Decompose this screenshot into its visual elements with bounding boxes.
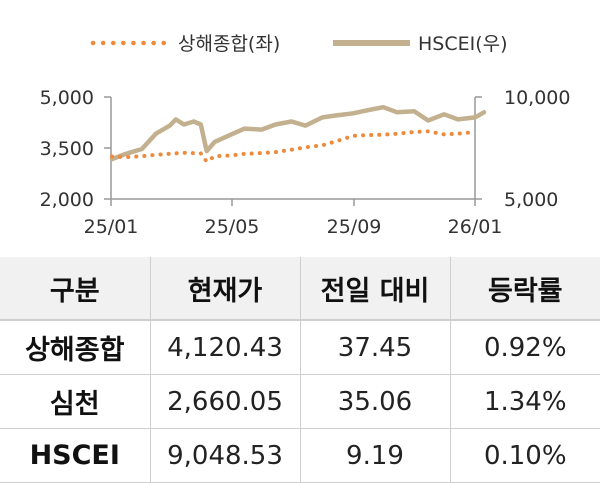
change-cell: 9.19 — [299, 428, 450, 483]
quote-table: 구분 현재가 전일 대비 등락률 상해종합 4,120.43 37.45 0.9… — [0, 257, 600, 483]
index-name-cell: 심천 — [0, 374, 150, 429]
legend-label-shanghai: 상해종합(좌) — [178, 33, 280, 55]
change-cell: 35.06 — [299, 374, 450, 429]
x-tick-label: 25/01 — [84, 216, 139, 238]
series-line-hscei — [109, 104, 487, 162]
series-line-shanghai — [110, 129, 477, 164]
price-cell: 9,048.53 — [149, 428, 300, 483]
column-header: 현재가 — [149, 257, 300, 321]
price-cell: 4,120.43 — [149, 320, 300, 375]
change-rate-cell: 0.92% — [449, 320, 600, 375]
change-rate-cell: 1.34% — [449, 374, 600, 429]
legend-label-hscei: HSCEI(우) — [418, 33, 508, 55]
table-row: 상해종합 4,120.43 37.45 0.92% — [0, 320, 600, 375]
price-cell: 2,660.05 — [149, 374, 300, 429]
x-tick-label: 25/09 — [327, 216, 382, 238]
column-header: 구분 — [0, 257, 150, 321]
series-layer — [109, 104, 487, 164]
x-tick-label: 25/05 — [205, 216, 260, 238]
right-tick-label: 5,000 — [504, 189, 558, 211]
table-row: HSCEI 9,048.53 9.19 0.10% — [0, 428, 600, 483]
x-axis-ticks: 25/01 25/05 25/09 26/01 — [84, 199, 503, 238]
column-header: 등락률 — [449, 257, 600, 321]
left-tick-label: 2,000 — [40, 189, 94, 211]
change-cell: 37.45 — [299, 320, 450, 375]
x-tick-label: 26/01 — [448, 216, 503, 238]
left-tick-label: 5,000 — [40, 87, 94, 109]
right-axis-ticks: 10,000 5,000 — [475, 87, 570, 211]
change-rate-cell: 0.10% — [449, 428, 600, 483]
chart: 상해종합(좌) HSCEI(우) 5,000 3,500 2,000 10,00… — [40, 33, 571, 238]
left-axis-ticks: 5,000 3,500 2,000 — [40, 87, 111, 211]
left-tick-label: 3,500 — [40, 138, 94, 160]
table-header-row: 구분 현재가 전일 대비 등락률 — [0, 257, 600, 321]
column-header: 전일 대비 — [299, 257, 450, 321]
table-row: 심천 2,660.05 35.06 1.34% — [0, 374, 600, 429]
index-name-cell: 상해종합 — [0, 320, 150, 375]
legend: 상해종합(좌) HSCEI(우) — [90, 33, 508, 55]
right-tick-label: 10,000 — [504, 87, 570, 109]
index-name-cell: HSCEI — [0, 428, 150, 483]
